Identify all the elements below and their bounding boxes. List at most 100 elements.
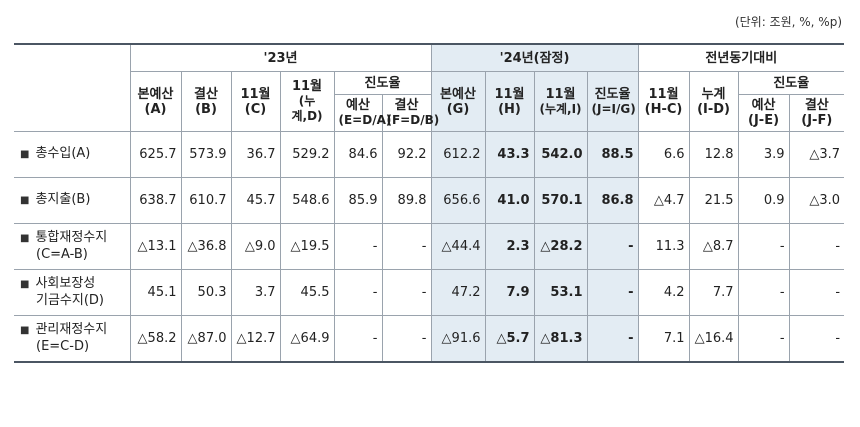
table-cell: 548.6 xyxy=(279,177,335,224)
col-header-yoy-progress: 진도율 xyxy=(737,71,845,95)
row-label-text: (C=A-B) xyxy=(36,247,88,262)
table-cell: 610.7 xyxy=(180,177,232,224)
table-cell: - xyxy=(788,269,845,316)
row-label: ■ 총지출(B) xyxy=(14,177,131,224)
table-cell: - xyxy=(586,315,639,363)
table-row: ■ 통합재정수지 (C=A-B) △13.1 △36.8 △9.0 △19.5- - △44.4… xyxy=(14,223,845,270)
table-cell: △8.7 xyxy=(688,223,739,270)
col-header-23-progress: 진도율 xyxy=(333,71,432,95)
label-header-blank xyxy=(14,43,131,132)
table-cell: 3.7 xyxy=(230,269,281,316)
table-cell: 43.3 xyxy=(484,131,535,178)
table-row: ■ 관리재정수지 (E=C-D) △58.2 △87.0 △12.7 △64.9- - △91.… xyxy=(14,315,845,363)
table-cell: 4.2 xyxy=(637,269,690,316)
table-cell: 89.8 xyxy=(381,177,432,224)
table-cell: △91.6 xyxy=(430,315,486,363)
table-cell: △5.7 xyxy=(484,315,535,363)
col-header-yoy-prog-budget: 예산 (J-E) xyxy=(737,94,790,132)
fiscal-table: '23년 '24년(잠정) 전년동기대비 본예산 (A) 결산 (B) 11월 (C)… xyxy=(14,43,845,363)
col-header-24-budget: 본예산 (G) xyxy=(430,71,486,132)
table-cell: 36.7 xyxy=(230,131,281,178)
table-row: ■ 총지출(B) 638.7 610.7 45.7 548.6 85.9 89.8 656.6 4… xyxy=(14,177,845,224)
table-cell: - xyxy=(333,269,383,316)
table-cell: - xyxy=(737,269,790,316)
table-cell: 85.9 xyxy=(333,177,383,224)
row-label: ■ 관리재정수지 (E=C-D) xyxy=(14,315,131,363)
table-cell: - xyxy=(788,223,845,270)
table-cell: - xyxy=(381,269,432,316)
table-cell: 573.9 xyxy=(180,131,232,178)
table-cell: 656.6 xyxy=(430,177,486,224)
col-header-24-cum: 11월 (누계,I) xyxy=(533,71,588,132)
table-cell: - xyxy=(333,315,383,363)
bullet-icon: ■ xyxy=(20,195,30,206)
row-label-text: 사회보장성 xyxy=(35,276,96,291)
row-label-text: 관리재정수지 xyxy=(35,322,108,337)
table-cell: 7.7 xyxy=(688,269,739,316)
bullet-icon: ■ xyxy=(20,325,30,336)
table-cell: 53.1 xyxy=(533,269,588,316)
table-cell: - xyxy=(381,223,432,270)
table-cell: △36.8 xyxy=(180,223,232,270)
group-header-2023: '23년 xyxy=(129,43,432,72)
table-cell: 84.6 xyxy=(333,131,383,178)
table-row: ■ 총수입(A) 625.7 573.9 36.7 529.2 84.6 92.2 612.2 4… xyxy=(14,131,845,178)
bullet-icon: ■ xyxy=(20,279,30,290)
table-cell: △58.2 xyxy=(129,315,182,363)
row-label-text: 통합재정수지 xyxy=(35,230,108,245)
table-cell: 612.2 xyxy=(430,131,486,178)
table-cell: 88.5 xyxy=(586,131,639,178)
row-label-text: 기금수지(D) xyxy=(36,293,104,308)
table-cell: 6.6 xyxy=(637,131,690,178)
col-header-yoy-cum: 누계 (I-D) xyxy=(688,71,739,132)
bullet-icon: ■ xyxy=(20,233,30,244)
col-header-23-budget: 본예산 (A) xyxy=(130,71,182,132)
table-cell: 638.7 xyxy=(129,177,182,224)
table-row: ■ 사회보장성 기금수지(D) 45.1 50.3 3.7 45.5- -47.2 7.9 53.… xyxy=(14,269,845,316)
table-cell: 86.8 xyxy=(586,177,639,224)
col-header-23-nov: 11월 (C) xyxy=(230,71,281,132)
table-cell: 45.7 xyxy=(230,177,281,224)
table-cell: 45.1 xyxy=(129,269,182,316)
table-cell: - xyxy=(737,315,790,363)
table-cell: 50.3 xyxy=(180,269,232,316)
row-label: ■ 통합재정수지 (C=A-B) xyxy=(14,223,131,270)
table-cell: - xyxy=(737,223,790,270)
table-cell: 92.2 xyxy=(381,131,432,178)
table-cell: △87.0 xyxy=(180,315,232,363)
table-cell: △12.7 xyxy=(230,315,281,363)
table-cell: - xyxy=(333,223,383,270)
table-cell: △28.2 xyxy=(533,223,588,270)
table-cell: △81.3 xyxy=(533,315,588,363)
col-header-23-cum: 11월 (누계,D) xyxy=(279,71,335,132)
col-header-24-nov: 11월 (H) xyxy=(484,71,535,132)
table-cell: 2.3 xyxy=(484,223,535,270)
table-cell: 7.1 xyxy=(637,315,690,363)
table-body: ■ 총수입(A) 625.7 573.9 36.7 529.2 84.6 92.2 612.2 4… xyxy=(14,131,845,363)
table-cell: 11.3 xyxy=(637,223,690,270)
table-cell: - xyxy=(586,223,639,270)
table-cell: - xyxy=(381,315,432,363)
col-header-yoy-nov: 11월 (H-C) xyxy=(637,71,690,132)
row-label: ■ 총수입(A) xyxy=(14,131,131,178)
table-cell: 0.9 xyxy=(737,177,790,224)
table-cell: △16.4 xyxy=(688,315,739,363)
table-cell: 542.0 xyxy=(533,131,588,178)
col-header-24-progress: 진도율 (J=I/G) xyxy=(586,71,639,132)
group-header-yoy: 전년동기대비 xyxy=(637,43,845,72)
col-header-yoy-prog-settle: 결산 (J-F) xyxy=(788,94,845,132)
table-cell: △3.7 xyxy=(788,131,845,178)
unit-note: (단위: 조원, %, %p) xyxy=(734,15,842,29)
table-cell: 570.1 xyxy=(533,177,588,224)
table-cell: 45.5 xyxy=(279,269,335,316)
table-cell: △64.9 xyxy=(279,315,335,363)
table-cell: △9.0 xyxy=(230,223,281,270)
group-header-2024: '24년(잠정) xyxy=(430,43,639,72)
col-header-23-prog-settle: 결산 (F=D/B) xyxy=(381,94,439,132)
table-cell: △19.5 xyxy=(279,223,335,270)
table-cell: 41.0 xyxy=(484,177,535,224)
table-cell: 7.9 xyxy=(484,269,535,316)
table-cell: △13.1 xyxy=(129,223,182,270)
table-cell: 12.8 xyxy=(688,131,739,178)
